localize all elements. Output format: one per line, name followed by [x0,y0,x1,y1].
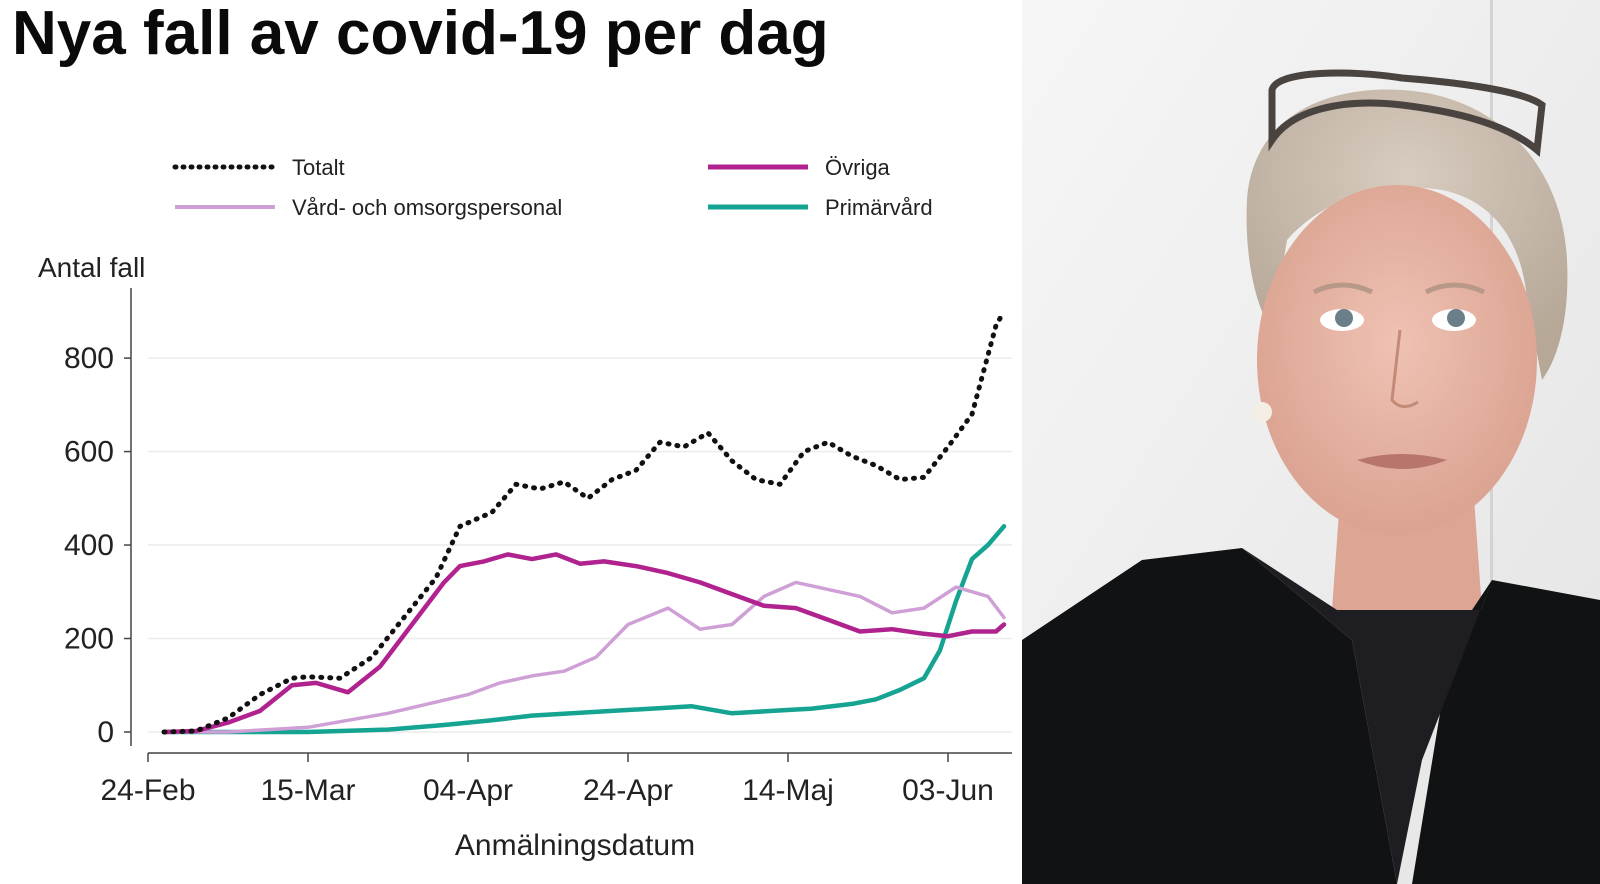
legend-label-ovriga: Övriga [825,155,891,180]
x-axis-label: Anmälningsdatum [455,829,695,862]
y-tick-label-600: 600 [64,436,114,469]
x-tick-label-03-Jun: 03-Jun [902,774,994,807]
series-line-2 [162,580,1006,734]
y-tick-label-200: 200 [64,623,114,656]
y-ticks: 0 200 400 600 800 [64,342,131,749]
x-tick-label-14-Maj: 14-Maj [742,774,834,807]
y-tick-label-400: 400 [64,529,114,562]
x-tick-label-15-Mar: 15-Mar [260,774,355,807]
series-line-1 [161,552,1007,735]
slide-title: Nya fall av covid-19 per dag [12,0,829,68]
legend-label-primarvard: Primärvård [825,195,933,220]
chart-slide: Nya fall av covid-19 per dag Totalt Övri… [0,0,1022,884]
x-tick-label-24-Feb: 24-Feb [100,774,195,807]
x-tick-label-04-Apr: 04-Apr [423,774,513,807]
y-tick-label-800: 800 [64,342,114,375]
y-tick-label-0: 0 [97,716,114,749]
video-feed [1022,0,1600,884]
gridlines [148,357,1012,733]
series-line-0 [161,308,1007,735]
line-chart: Totalt Övriga Vård- och omsorgspersonal … [38,155,1012,862]
speaker-photo [1022,0,1600,884]
legend-label-vard: Vård- och omsorgspersonal [292,195,562,220]
x-ticks: 24-Feb 15-Mar 04-Apr 24-Apr 14-Maj 03-Jun [100,753,994,807]
series-lines [161,308,1007,735]
x-tick-label-24-Apr: 24-Apr [583,774,673,807]
legend: Totalt Övriga Vård- och omsorgspersonal … [172,155,933,220]
legend-label-totalt: Totalt [292,155,345,180]
y-axis-label: Antal fall [38,252,145,283]
axes [130,288,1012,754]
